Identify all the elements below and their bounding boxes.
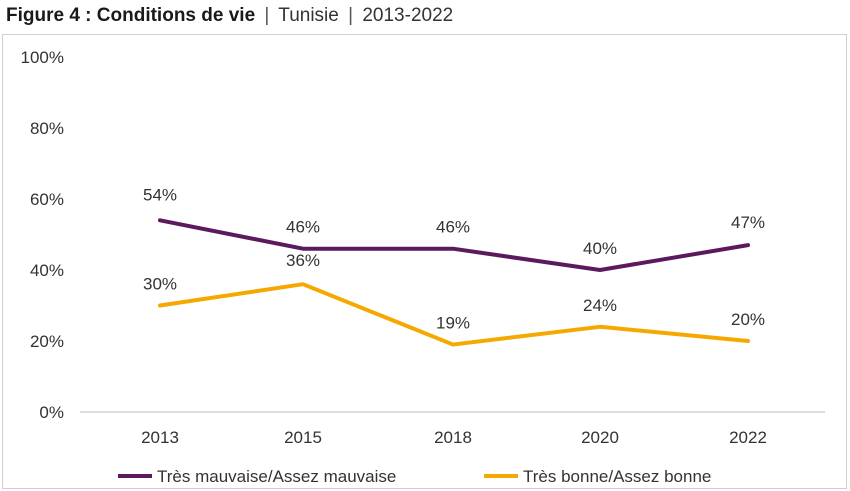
title-main: Figure 4 : Conditions de vie <box>6 5 256 26</box>
data-label: 54% <box>143 185 177 204</box>
x-tick-label: 2013 <box>141 428 179 447</box>
x-tick-label: 2020 <box>581 428 619 447</box>
data-label: 30% <box>143 275 177 294</box>
chart-title: Figure 4 : Conditions de vie | Tunisie |… <box>6 5 453 27</box>
data-label: 20% <box>731 310 765 329</box>
data-label: 46% <box>436 218 470 237</box>
legend-label: Très bonne/Assez bonne <box>523 467 711 486</box>
data-label: 36% <box>286 251 320 270</box>
data-label: 47% <box>731 213 765 232</box>
chart-frame <box>2 34 847 489</box>
title-separator: | <box>264 5 270 26</box>
x-tick-label: 2022 <box>729 428 767 447</box>
y-tick-label: 80% <box>30 119 64 138</box>
x-tick-label: 2018 <box>434 428 472 447</box>
title-country: Tunisie <box>278 5 339 26</box>
data-label: 46% <box>286 218 320 237</box>
data-label: 24% <box>583 296 617 315</box>
data-label: 19% <box>436 314 470 333</box>
y-tick-label: 20% <box>30 332 64 351</box>
title-period: 2013-2022 <box>362 5 454 26</box>
title-separator: | <box>348 5 354 26</box>
y-tick-label: 40% <box>30 261 64 280</box>
legend-label: Très mauvaise/Assez mauvaise <box>157 467 396 486</box>
y-tick-label: 0% <box>39 403 64 422</box>
x-tick-label: 2015 <box>284 428 322 447</box>
data-label: 40% <box>583 239 617 258</box>
y-tick-label: 100% <box>21 48 64 67</box>
y-tick-label: 60% <box>30 190 64 209</box>
